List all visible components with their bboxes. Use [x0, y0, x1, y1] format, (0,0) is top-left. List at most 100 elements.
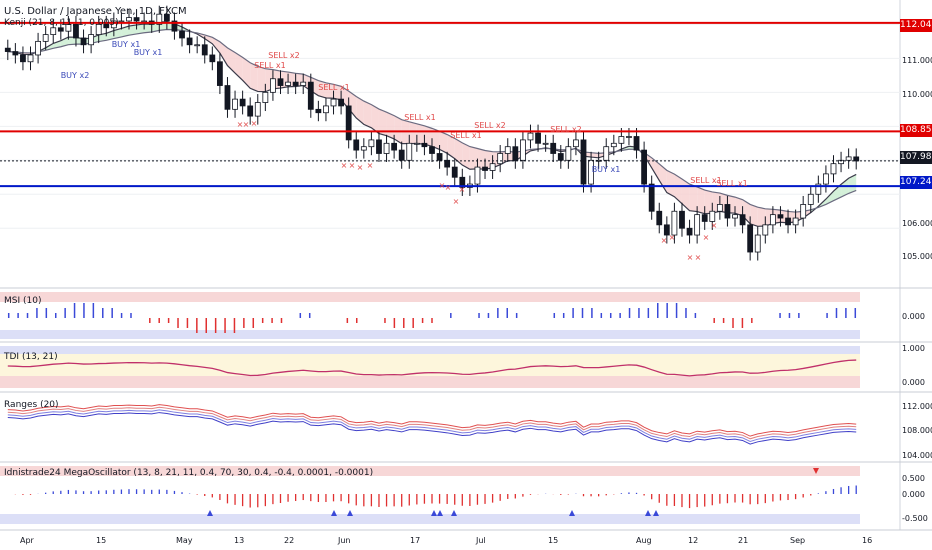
ribbon-segment	[113, 28, 122, 39]
candle-body	[535, 132, 541, 144]
ribbon-segment	[242, 57, 251, 89]
ribbon-segment	[651, 157, 660, 181]
x-tick: 16	[862, 536, 873, 545]
ribbon-segment	[462, 142, 470, 170]
ranges-label: Ranges (20)	[4, 400, 59, 410]
ribbon-segment	[121, 26, 129, 37]
ribbon-segment	[432, 128, 440, 150]
candle-body	[663, 224, 670, 236]
candle-body	[194, 44, 201, 47]
ribbon-segment	[659, 163, 667, 193]
candle-body	[739, 214, 746, 226]
candle-body	[391, 142, 398, 151]
sell-marker: ×	[453, 197, 460, 206]
signal-label: BUY x1	[592, 165, 621, 174]
candle-body	[769, 214, 776, 226]
candle-body	[323, 105, 329, 114]
candle-body	[186, 37, 193, 46]
msi-tick: 0.000	[902, 312, 925, 321]
signal-label: SELL x1	[254, 61, 285, 70]
ribbon-segment	[447, 134, 455, 159]
sell-marker: ×	[357, 163, 364, 172]
ribbon-segment	[235, 52, 243, 81]
candle-body	[201, 44, 208, 56]
candle-body	[716, 204, 723, 212]
y-tick: 111.000	[902, 56, 932, 65]
candle-body	[815, 183, 822, 195]
candle-body	[610, 142, 617, 148]
sell-marker: ×	[703, 233, 710, 242]
osc-tick: 0.500	[902, 474, 925, 483]
y-tick: 105.000	[902, 252, 932, 261]
ribbon-segment	[477, 148, 486, 170]
ribbon-segment	[136, 24, 145, 34]
x-tick: Jun	[338, 536, 351, 545]
ribbon-segment	[341, 86, 349, 109]
sell-marker: ×	[445, 183, 452, 192]
candle-body	[459, 176, 466, 188]
candle-body	[762, 224, 769, 236]
candle-body	[27, 54, 34, 63]
signal-label: SELL x1	[716, 179, 747, 188]
candle-body	[474, 166, 481, 185]
ribbon-segment	[666, 170, 675, 197]
candle-body	[694, 214, 701, 236]
candle-body	[482, 166, 488, 171]
candle-body	[626, 136, 632, 138]
sell-marker: ×	[367, 161, 374, 170]
x-tick: 15	[548, 536, 559, 545]
y-tick: 106.000	[902, 219, 932, 228]
candle-body	[65, 23, 72, 32]
candle-body	[376, 139, 382, 154]
candle-body	[709, 210, 716, 222]
level-tag-1: 112.043	[900, 19, 932, 32]
candle-body	[542, 142, 549, 145]
candle-body	[126, 17, 132, 22]
level-tag-3: 107.241	[900, 176, 932, 189]
candle-body	[179, 30, 185, 39]
candle-body	[95, 23, 102, 35]
candle-body	[580, 139, 587, 185]
candle-body	[754, 234, 761, 253]
candle-body	[50, 27, 57, 35]
osc-tick: 0.000	[902, 490, 925, 499]
ribbon-segment	[53, 40, 61, 49]
candle-body	[830, 163, 837, 175]
candle-body	[421, 142, 428, 148]
candle-body	[785, 217, 791, 226]
ribbon-segment	[454, 138, 463, 166]
ribbon-segment	[128, 24, 137, 36]
candle-body	[527, 132, 534, 141]
candle-body	[353, 139, 360, 151]
ribbon-segment	[409, 121, 417, 144]
sell-marker: ×	[711, 221, 718, 230]
ribbon-segment	[833, 184, 842, 201]
ribbon-segment	[674, 174, 682, 204]
x-tick: Apr	[20, 536, 34, 545]
ribbon-segment	[219, 41, 228, 66]
candle-body	[360, 146, 367, 151]
candle-body	[103, 23, 110, 29]
osc-buy-marker	[207, 510, 213, 516]
y-tick: 110.000	[902, 90, 932, 99]
candle-body	[633, 136, 640, 151]
candle-body	[247, 105, 254, 117]
candle-body	[4, 47, 11, 52]
sell-marker: ×	[243, 120, 250, 129]
candle-body	[171, 20, 178, 32]
candle-body	[262, 91, 269, 103]
x-tick: 17	[410, 536, 421, 545]
ribbon-segment	[591, 152, 599, 158]
candle-body	[520, 139, 526, 161]
candle-body	[550, 142, 557, 154]
candle-body	[512, 146, 519, 161]
candle-body	[573, 139, 579, 148]
range-line	[7, 406, 857, 440]
candle-body	[747, 224, 754, 253]
candle-body	[444, 159, 451, 168]
candle-body	[232, 98, 238, 110]
ribbon-segment	[378, 109, 387, 136]
candle-body	[383, 142, 390, 154]
candle-body	[73, 23, 79, 39]
sell-marker: ×	[661, 236, 668, 245]
